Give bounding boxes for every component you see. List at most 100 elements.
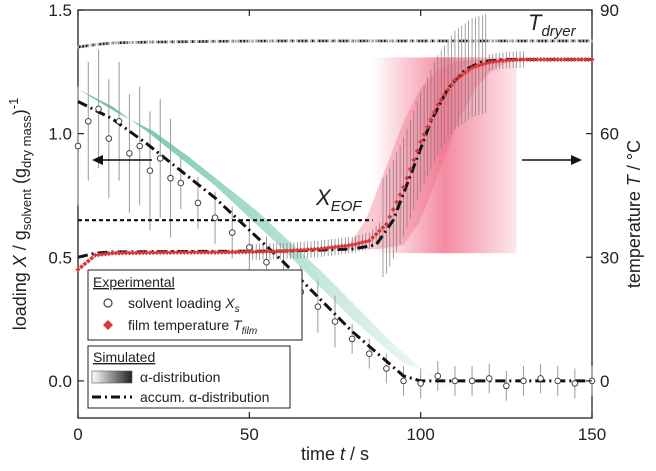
dryer-marker bbox=[196, 40, 199, 44]
dryer-marker bbox=[148, 40, 151, 44]
temperature-point bbox=[387, 214, 393, 220]
dryer-marker bbox=[114, 41, 117, 45]
temperature-point bbox=[185, 249, 191, 255]
dryer-marker bbox=[409, 39, 412, 43]
dryer-marker bbox=[155, 40, 158, 44]
y-right-tick-label: 90 bbox=[600, 1, 619, 20]
dryer-marker bbox=[495, 39, 498, 43]
dryer-marker bbox=[481, 39, 484, 43]
temperature-point bbox=[520, 56, 526, 62]
dryer-marker bbox=[357, 39, 360, 43]
dryer-marker bbox=[268, 39, 271, 43]
plot-frame bbox=[77, 9, 593, 419]
temperature-point bbox=[291, 247, 297, 253]
temperature-point bbox=[500, 58, 506, 64]
temperature-point bbox=[305, 247, 311, 253]
dryer-marker bbox=[296, 39, 299, 43]
y-right-tick-label: 0 bbox=[600, 372, 609, 391]
dryer-marker bbox=[501, 39, 504, 43]
dryer-marker bbox=[505, 39, 508, 43]
dryer-marker bbox=[577, 39, 580, 43]
temperature-point bbox=[130, 250, 136, 256]
dryer-marker bbox=[546, 39, 549, 43]
temperature-point bbox=[188, 249, 194, 255]
dryer-marker bbox=[251, 39, 254, 43]
dryer-marker bbox=[354, 39, 357, 43]
y-right-tick-label: 60 bbox=[600, 125, 619, 144]
dryer-marker bbox=[433, 39, 436, 43]
legend-simulated-title: Simulated bbox=[93, 349, 155, 365]
temperature-point bbox=[253, 249, 259, 255]
accum-temperature-curve bbox=[77, 57, 592, 259]
dryer-marker bbox=[142, 40, 145, 44]
dryer-marker bbox=[145, 40, 148, 44]
legend-accum-label: accum. α-distribution bbox=[140, 389, 269, 405]
loading-point bbox=[228, 229, 236, 236]
dryer-marker bbox=[162, 40, 165, 44]
y-left-axis-title: loading X / gsolvent (gdry mass)-1 bbox=[6, 98, 34, 331]
temperature-point bbox=[315, 246, 321, 252]
dryer-marker bbox=[231, 39, 234, 43]
dryer-marker bbox=[334, 39, 336, 43]
temperature-point bbox=[82, 261, 88, 267]
loading-point bbox=[417, 380, 424, 387]
dryer-marker bbox=[217, 39, 220, 43]
x-axis-title: time t / s bbox=[301, 444, 369, 464]
dryer-marker bbox=[169, 40, 172, 44]
temperature-point bbox=[582, 56, 588, 62]
dryer-marker bbox=[419, 39, 422, 43]
temperature-point bbox=[418, 139, 424, 145]
temperature-point bbox=[311, 246, 317, 252]
temperature-point bbox=[335, 244, 341, 250]
temperature-point bbox=[411, 157, 417, 163]
dryer-marker bbox=[330, 39, 333, 43]
loading-point bbox=[468, 377, 476, 385]
temperature-point bbox=[181, 249, 187, 255]
axis-ticks: 0 50 100 150 0.0 0.5 1.0 1.5 0 30 60 90 bbox=[48, 1, 619, 444]
dryer-marker bbox=[402, 39, 405, 43]
dryer-marker bbox=[310, 39, 313, 43]
dryer-marker bbox=[179, 40, 182, 44]
loading-point bbox=[485, 375, 493, 382]
temperature-point bbox=[243, 249, 249, 255]
temperature-point bbox=[277, 248, 283, 254]
dryer-marker bbox=[83, 44, 86, 48]
temperature-point bbox=[102, 251, 108, 257]
loading-point bbox=[115, 117, 123, 125]
dryer-marker bbox=[549, 39, 552, 43]
dryer-marker bbox=[220, 39, 223, 43]
dryer-marker bbox=[234, 39, 237, 43]
temperature-point bbox=[96, 252, 102, 258]
loading-point bbox=[503, 382, 510, 390]
temperature-point bbox=[442, 92, 448, 98]
legend-alpha-swatch bbox=[91, 370, 133, 384]
legend-loading-label: solvent loading Xs bbox=[128, 295, 240, 315]
dryer-marker bbox=[107, 41, 110, 45]
dryer-marker bbox=[399, 39, 402, 43]
temperature-point bbox=[99, 251, 105, 257]
dryer-marker bbox=[238, 39, 241, 43]
dryer-marker bbox=[207, 39, 210, 43]
temperature-point bbox=[414, 148, 420, 154]
temperature-point bbox=[572, 56, 578, 62]
temperature-point bbox=[428, 117, 434, 123]
temperature-point bbox=[126, 250, 132, 256]
temperature-point bbox=[531, 56, 537, 62]
dryer-marker bbox=[121, 41, 124, 45]
dryer-marker bbox=[172, 40, 175, 44]
dryer-marker bbox=[567, 39, 570, 43]
dryer-marker bbox=[515, 39, 518, 43]
temperature-point bbox=[394, 199, 400, 205]
temperature-point bbox=[579, 56, 585, 62]
dryer-marker bbox=[316, 39, 319, 43]
dryer-marker bbox=[152, 40, 155, 44]
temperature-point bbox=[161, 250, 167, 256]
temperature-point bbox=[496, 58, 502, 64]
temperature-point bbox=[212, 249, 218, 255]
loading-point bbox=[95, 105, 102, 113]
loading-point bbox=[451, 377, 459, 385]
dryer-marker bbox=[131, 40, 134, 44]
temperature-point bbox=[267, 248, 273, 254]
dryer-marker bbox=[405, 39, 408, 43]
